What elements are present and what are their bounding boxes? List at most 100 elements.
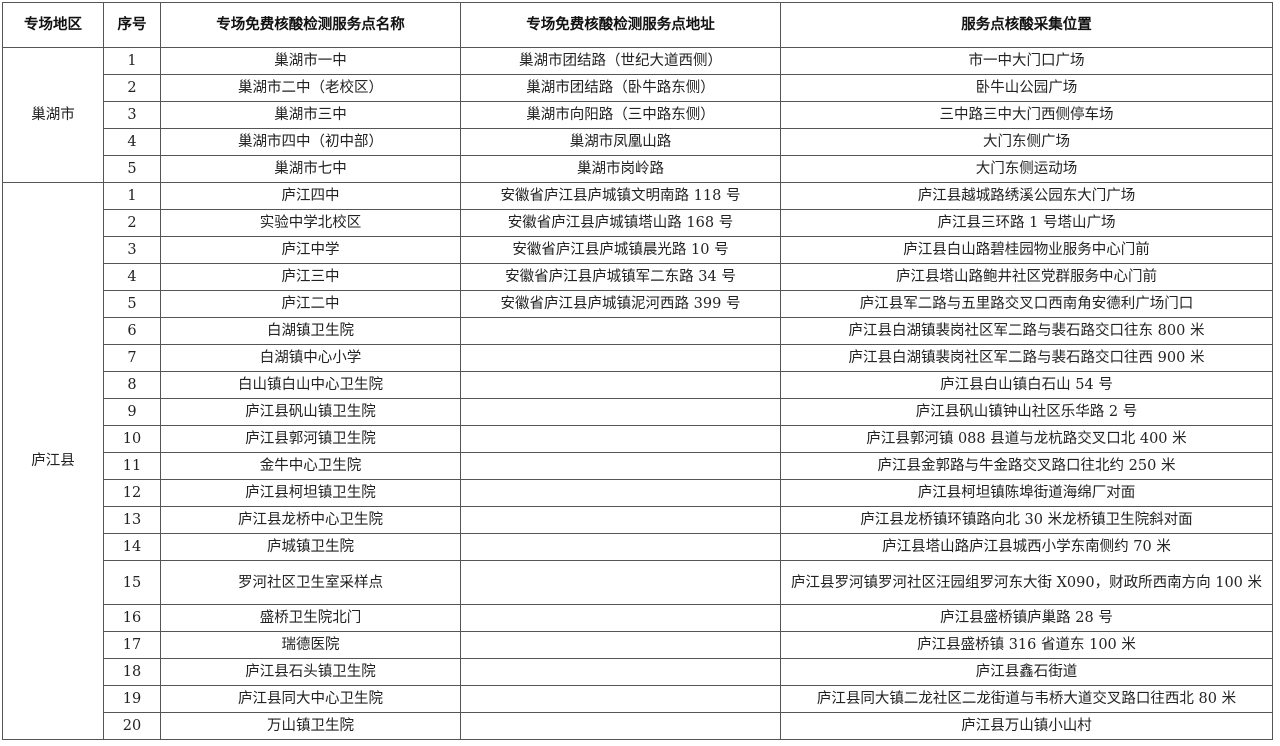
collection-location-cell: 庐江县矾山镇钟山社区乐华路 2 号 xyxy=(780,398,1273,426)
collection-location-cell: 庐江县盛桥镇 316 省道东 100 米 xyxy=(780,631,1273,659)
site-name-cell: 庐江县石头镇卫生院 xyxy=(160,658,461,686)
table-row: 15 罗河社区卫生室采样点 庐江县罗河镇罗河社区汪园组罗河东大街 X090，财政所西… xyxy=(3,560,1273,605)
number-cell: 1 xyxy=(103,182,161,210)
collection-location-cell: 庐江县白山路碧桂园物业服务中心门前 xyxy=(780,236,1273,264)
site-address-cell xyxy=(460,317,781,345)
region-cell: 巢湖市 xyxy=(2,47,104,183)
site-name-cell: 巢湖市七中 xyxy=(160,155,461,183)
table-row: 4 巢湖市四中（初中部） 巢湖市凤凰山路 大门东侧广场 xyxy=(3,128,1273,156)
header-site-name: 专场免费核酸检测服务点名称 xyxy=(160,2,461,48)
site-address-cell: 安徽省庐江县庐城镇晨光路 10 号 xyxy=(460,236,781,264)
site-address-cell: 安徽省庐江县庐城镇塔山路 168 号 xyxy=(460,209,781,237)
site-name-cell: 庐江四中 xyxy=(160,182,461,210)
site-address-cell: 巢湖市岗岭路 xyxy=(460,155,781,183)
site-name-cell: 庐江县龙桥中心卫生院 xyxy=(160,506,461,534)
table-row: 5 庐江二中 安徽省庐江县庐城镇泥河西路 399 号庐江县军二路与五里路交叉口西南角… xyxy=(3,290,1273,318)
site-name-cell: 庐江县柯坦镇卫生院 xyxy=(160,479,461,507)
site-name-cell: 万山镇卫生院 xyxy=(160,712,461,740)
collection-location-cell: 庐江县罗河镇罗河社区汪园组罗河东大街 X090，财政所西南方向 100 米 xyxy=(780,560,1273,605)
number-cell: 10 xyxy=(103,425,161,453)
table-row: 8 白山镇白山中心卫生院 庐江县白山镇白石山 54 号 xyxy=(3,371,1273,399)
number-cell: 3 xyxy=(103,236,161,264)
number-cell: 2 xyxy=(103,74,161,102)
site-name-cell: 庐江三中 xyxy=(160,263,461,291)
collection-location-cell: 市一中大门口广场 xyxy=(780,47,1273,75)
site-address-cell xyxy=(460,560,781,605)
site-name-cell: 庐城镇卫生院 xyxy=(160,533,461,561)
number-cell: 11 xyxy=(103,452,161,480)
region-cell: 庐江县 xyxy=(2,182,104,740)
site-address-cell xyxy=(460,631,781,659)
site-address-cell: 巢湖市团结路（卧牛路东侧） xyxy=(460,74,781,102)
table-row: 19 庐江县同大中心卫生院 庐江县同大镇二龙社区二龙街道与韦桥大道交叉路口往西北 8… xyxy=(3,685,1273,713)
header-site-address: 专场免费核酸检测服务点地址 xyxy=(460,2,781,48)
number-cell: 15 xyxy=(103,560,161,605)
number-cell: 17 xyxy=(103,631,161,659)
collection-location-cell: 庐江县龙桥镇环镇路向北 30 米龙桥镇卫生院斜对面 xyxy=(780,506,1273,534)
site-address-cell xyxy=(460,685,781,713)
table-row: 3 庐江中学 安徽省庐江县庐城镇晨光路 10 号庐江县白山路碧桂园物业服务中心门前 xyxy=(3,236,1273,264)
number-cell: 5 xyxy=(103,155,161,183)
site-address-cell: 安徽省庐江县庐城镇泥河西路 399 号 xyxy=(460,290,781,318)
site-name-cell: 罗河社区卫生室采样点 xyxy=(160,560,461,605)
table-row: 14 庐城镇卫生院 庐江县塔山路庐江县城西小学东南侧约 70 米 xyxy=(3,533,1273,561)
number-cell: 5 xyxy=(103,290,161,318)
number-cell: 2 xyxy=(103,209,161,237)
collection-location-cell: 庐江县鑫石街道 xyxy=(780,658,1273,686)
number-cell: 9 xyxy=(103,398,161,426)
header-collection-location: 服务点核酸采集位置 xyxy=(780,2,1273,48)
collection-location-cell: 庐江县三环路 1 号塔山广场 xyxy=(780,209,1273,237)
site-name-cell: 庐江县同大中心卫生院 xyxy=(160,685,461,713)
site-address-cell xyxy=(460,479,781,507)
site-name-cell: 白湖镇中心小学 xyxy=(160,344,461,372)
number-cell: 18 xyxy=(103,658,161,686)
site-address-cell xyxy=(460,658,781,686)
number-cell: 1 xyxy=(103,47,161,75)
table-row: 3 巢湖市三中 巢湖市向阳路（三中路东侧） 三中路三中大门西侧停车场 xyxy=(3,101,1273,129)
collection-location-cell: 庐江县盛桥镇庐巢路 28 号 xyxy=(780,604,1273,632)
site-name-cell: 金牛中心卫生院 xyxy=(160,452,461,480)
header-region: 专场地区 xyxy=(2,2,104,48)
collection-location-cell: 大门东侧运动场 xyxy=(780,155,1273,183)
table-row: 2 巢湖市二中（老校区） 巢湖市团结路（卧牛路东侧） 卧牛山公园广场 xyxy=(3,74,1273,102)
site-address-cell xyxy=(460,344,781,372)
number-cell: 6 xyxy=(103,317,161,345)
number-cell: 4 xyxy=(103,128,161,156)
collection-location-cell: 庐江县军二路与五里路交叉口西南角安德利广场门口 xyxy=(780,290,1273,318)
number-cell: 4 xyxy=(103,263,161,291)
site-name-cell: 庐江县矾山镇卫生院 xyxy=(160,398,461,426)
site-name-cell: 巢湖市一中 xyxy=(160,47,461,75)
header-number: 序号 xyxy=(103,2,161,48)
site-address-cell xyxy=(460,506,781,534)
table-body: 巢湖市 1 巢湖市一中 巢湖市团结路（世纪大道西侧） 市一中大门口广场 2 巢湖市二中（老校… xyxy=(2,47,1273,740)
table-row: 6 白湖镇卫生院 庐江县白湖镇裴岗社区军二路与裴石路交口往东 800 米 xyxy=(3,317,1273,345)
site-address-cell xyxy=(460,452,781,480)
site-name-cell: 庐江中学 xyxy=(160,236,461,264)
number-cell: 7 xyxy=(103,344,161,372)
number-cell: 3 xyxy=(103,101,161,129)
site-name-cell: 巢湖市二中（老校区） xyxy=(160,74,461,102)
table-row: 庐江县 1 庐江四中 安徽省庐江县庐城镇文明南路 118 号庐江县越城路绣溪公园东大门… xyxy=(2,182,1273,740)
table-row: 11 金牛中心卫生院 庐江县金郭路与牛金路交叉路口往北约 250 米 xyxy=(3,452,1273,480)
site-name-cell: 瑞德医院 xyxy=(160,631,461,659)
site-address-cell: 安徽省庐江县庐城镇文明南路 118 号 xyxy=(460,182,781,210)
table-row: 10 庐江县郭河镇卫生院 庐江县郭河镇 088 县道与龙杭路交叉口北 400 米 xyxy=(3,425,1273,453)
number-cell: 19 xyxy=(103,685,161,713)
site-name-cell: 巢湖市四中（初中部） xyxy=(160,128,461,156)
number-cell: 12 xyxy=(103,479,161,507)
table-row: 4 庐江三中 安徽省庐江县庐城镇军二东路 34 号庐江县塔山路鲍井社区党群服务中心门… xyxy=(3,263,1273,291)
site-address-cell: 安徽省庐江县庐城镇军二东路 34 号 xyxy=(460,263,781,291)
site-address-cell: 巢湖市向阳路（三中路东侧） xyxy=(460,101,781,129)
number-cell: 14 xyxy=(103,533,161,561)
collection-location-cell: 庐江县白湖镇裴岗社区军二路与裴石路交口往西 900 米 xyxy=(780,344,1273,372)
number-cell: 20 xyxy=(103,712,161,740)
collection-location-cell: 卧牛山公园广场 xyxy=(780,74,1273,102)
site-address-cell: 巢湖市团结路（世纪大道西侧） xyxy=(460,47,781,75)
table-row: 2 实验中学北校区 安徽省庐江县庐城镇塔山路 168 号庐江县三环路 1 号塔山广场 xyxy=(3,209,1273,237)
site-address-cell xyxy=(460,371,781,399)
table-row: 17 瑞德医院 庐江县盛桥镇 316 省道东 100 米 xyxy=(3,631,1273,659)
table-row: 5 巢湖市七中 巢湖市岗岭路 大门东侧运动场 xyxy=(3,155,1273,183)
site-address-cell xyxy=(460,533,781,561)
collection-location-cell: 庐江县越城路绣溪公园东大门广场 xyxy=(780,182,1273,210)
